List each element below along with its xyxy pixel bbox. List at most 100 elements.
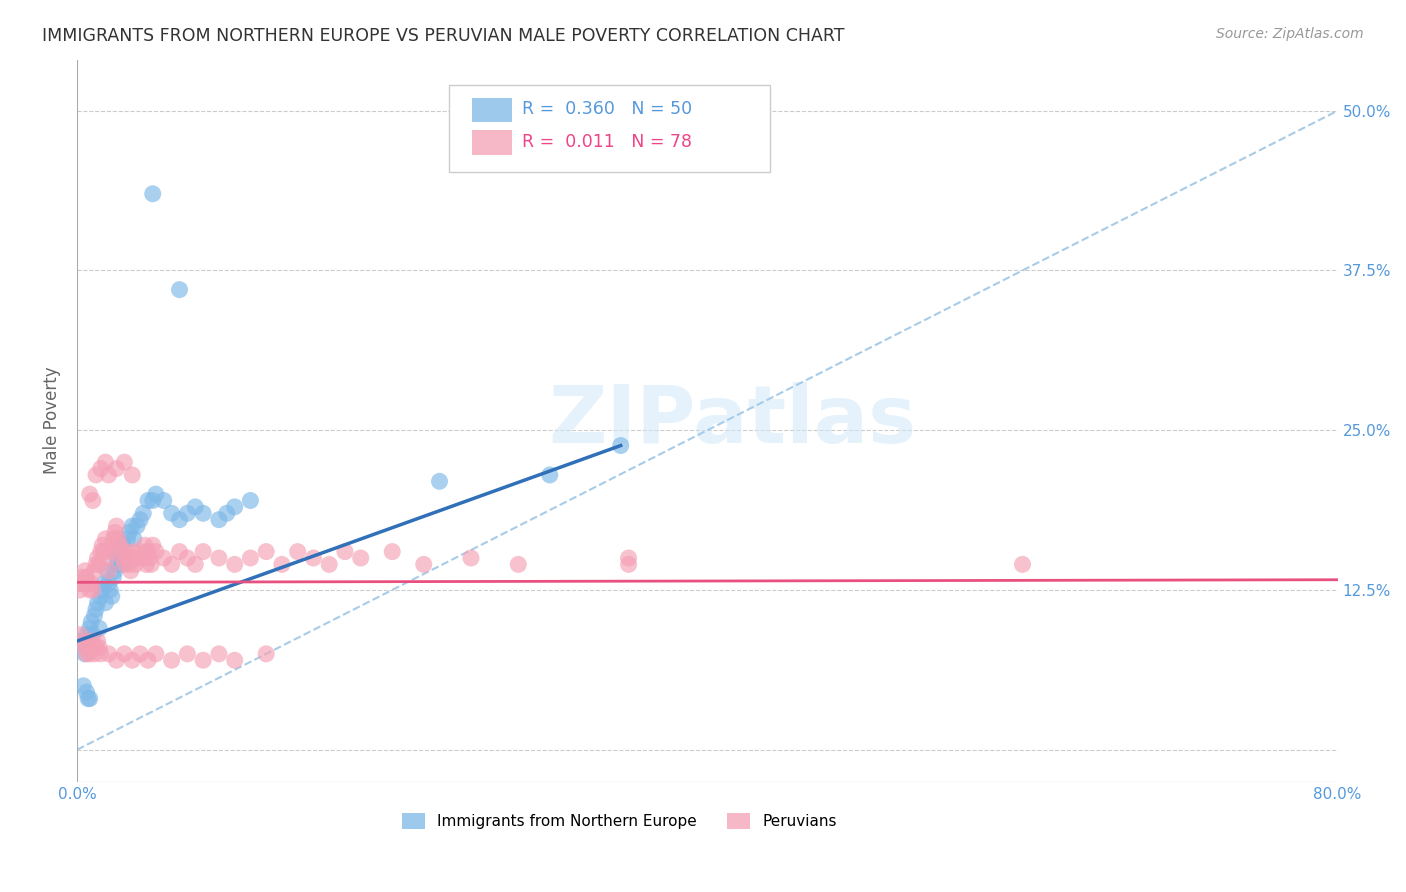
Point (191, 544, 214, 558)
Point (169, 513, 191, 527)
Point (79, 621, 101, 635)
Point (132, 551, 155, 566)
Point (176, 551, 198, 566)
Point (111, 551, 134, 566)
Point (79, 487, 101, 501)
Point (224, 653, 246, 667)
Point (91, 538, 114, 552)
Point (90, 590, 112, 604)
Point (381, 544, 404, 558)
Text: IMMIGRANTS FROM NORTHERN EUROPE VS PERUVIAN MALE POVERTY CORRELATION CHART: IMMIGRANTS FROM NORTHERN EUROPE VS PERUV… (42, 27, 845, 45)
Point (239, 551, 262, 566)
Point (215, 506, 238, 520)
Point (104, 525, 127, 540)
Point (1011, 558, 1033, 572)
Point (152, 551, 174, 566)
Point (508, 558, 530, 572)
Point (124, 558, 146, 572)
FancyBboxPatch shape (471, 130, 512, 155)
Point (617, 558, 640, 572)
Point (112, 647, 135, 661)
Point (122, 544, 145, 558)
Point (169, 283, 191, 297)
Point (287, 544, 309, 558)
Point (429, 475, 451, 489)
Point (103, 532, 125, 546)
Point (105, 461, 128, 475)
Point (107, 558, 129, 572)
Point (93, 544, 115, 558)
Point (80, 634, 103, 648)
Point (97, 467, 120, 482)
Point (77, 691, 100, 706)
Point (84, 640, 107, 655)
Point (76, 685, 98, 699)
Point (135, 558, 157, 572)
Point (208, 513, 231, 527)
Point (176, 647, 198, 661)
Point (254, 647, 277, 661)
Point (80, 576, 103, 591)
Point (176, 506, 198, 520)
Point (77, 576, 100, 591)
Point (77, 640, 100, 655)
Point (76, 570, 98, 584)
Point (122, 532, 145, 546)
Point (121, 519, 143, 533)
Point (129, 544, 152, 558)
Point (79, 647, 101, 661)
Point (160, 558, 183, 572)
Point (73, 647, 96, 661)
Point (79, 691, 101, 706)
Point (91, 582, 114, 597)
Point (538, 467, 561, 482)
Point (169, 544, 191, 558)
Point (80, 615, 103, 629)
Point (89, 621, 111, 635)
Point (82, 640, 104, 655)
Point (121, 467, 143, 482)
Point (333, 544, 356, 558)
Point (118, 525, 141, 540)
Point (141, 558, 163, 572)
Point (160, 506, 183, 520)
Point (94, 596, 117, 610)
Point (105, 519, 128, 533)
Point (254, 544, 277, 558)
Point (90, 647, 112, 661)
Point (350, 551, 373, 566)
Point (84, 558, 107, 572)
Point (84, 602, 107, 616)
Point (73, 640, 96, 655)
Text: R =  0.011   N = 78: R = 0.011 N = 78 (522, 133, 692, 151)
Point (138, 551, 160, 566)
Point (94, 455, 117, 469)
Point (117, 551, 139, 566)
Point (184, 500, 207, 514)
Point (110, 544, 132, 558)
Point (96, 551, 118, 566)
Point (82, 493, 104, 508)
Point (83, 647, 105, 661)
Point (145, 544, 167, 558)
Point (160, 653, 183, 667)
Point (142, 538, 165, 552)
Point (191, 506, 214, 520)
Point (460, 551, 482, 566)
Point (86, 596, 108, 610)
Point (239, 493, 262, 508)
Point (72, 679, 94, 693)
Point (108, 544, 131, 558)
Point (96, 564, 118, 578)
Point (617, 551, 640, 566)
Point (79, 582, 101, 597)
Point (121, 653, 143, 667)
Point (84, 467, 107, 482)
Point (142, 493, 165, 508)
Point (98, 544, 121, 558)
Point (271, 558, 294, 572)
Text: Source: ZipAtlas.com: Source: ZipAtlas.com (1216, 27, 1364, 41)
Point (86, 634, 108, 648)
Point (110, 558, 132, 572)
Point (105, 551, 128, 566)
